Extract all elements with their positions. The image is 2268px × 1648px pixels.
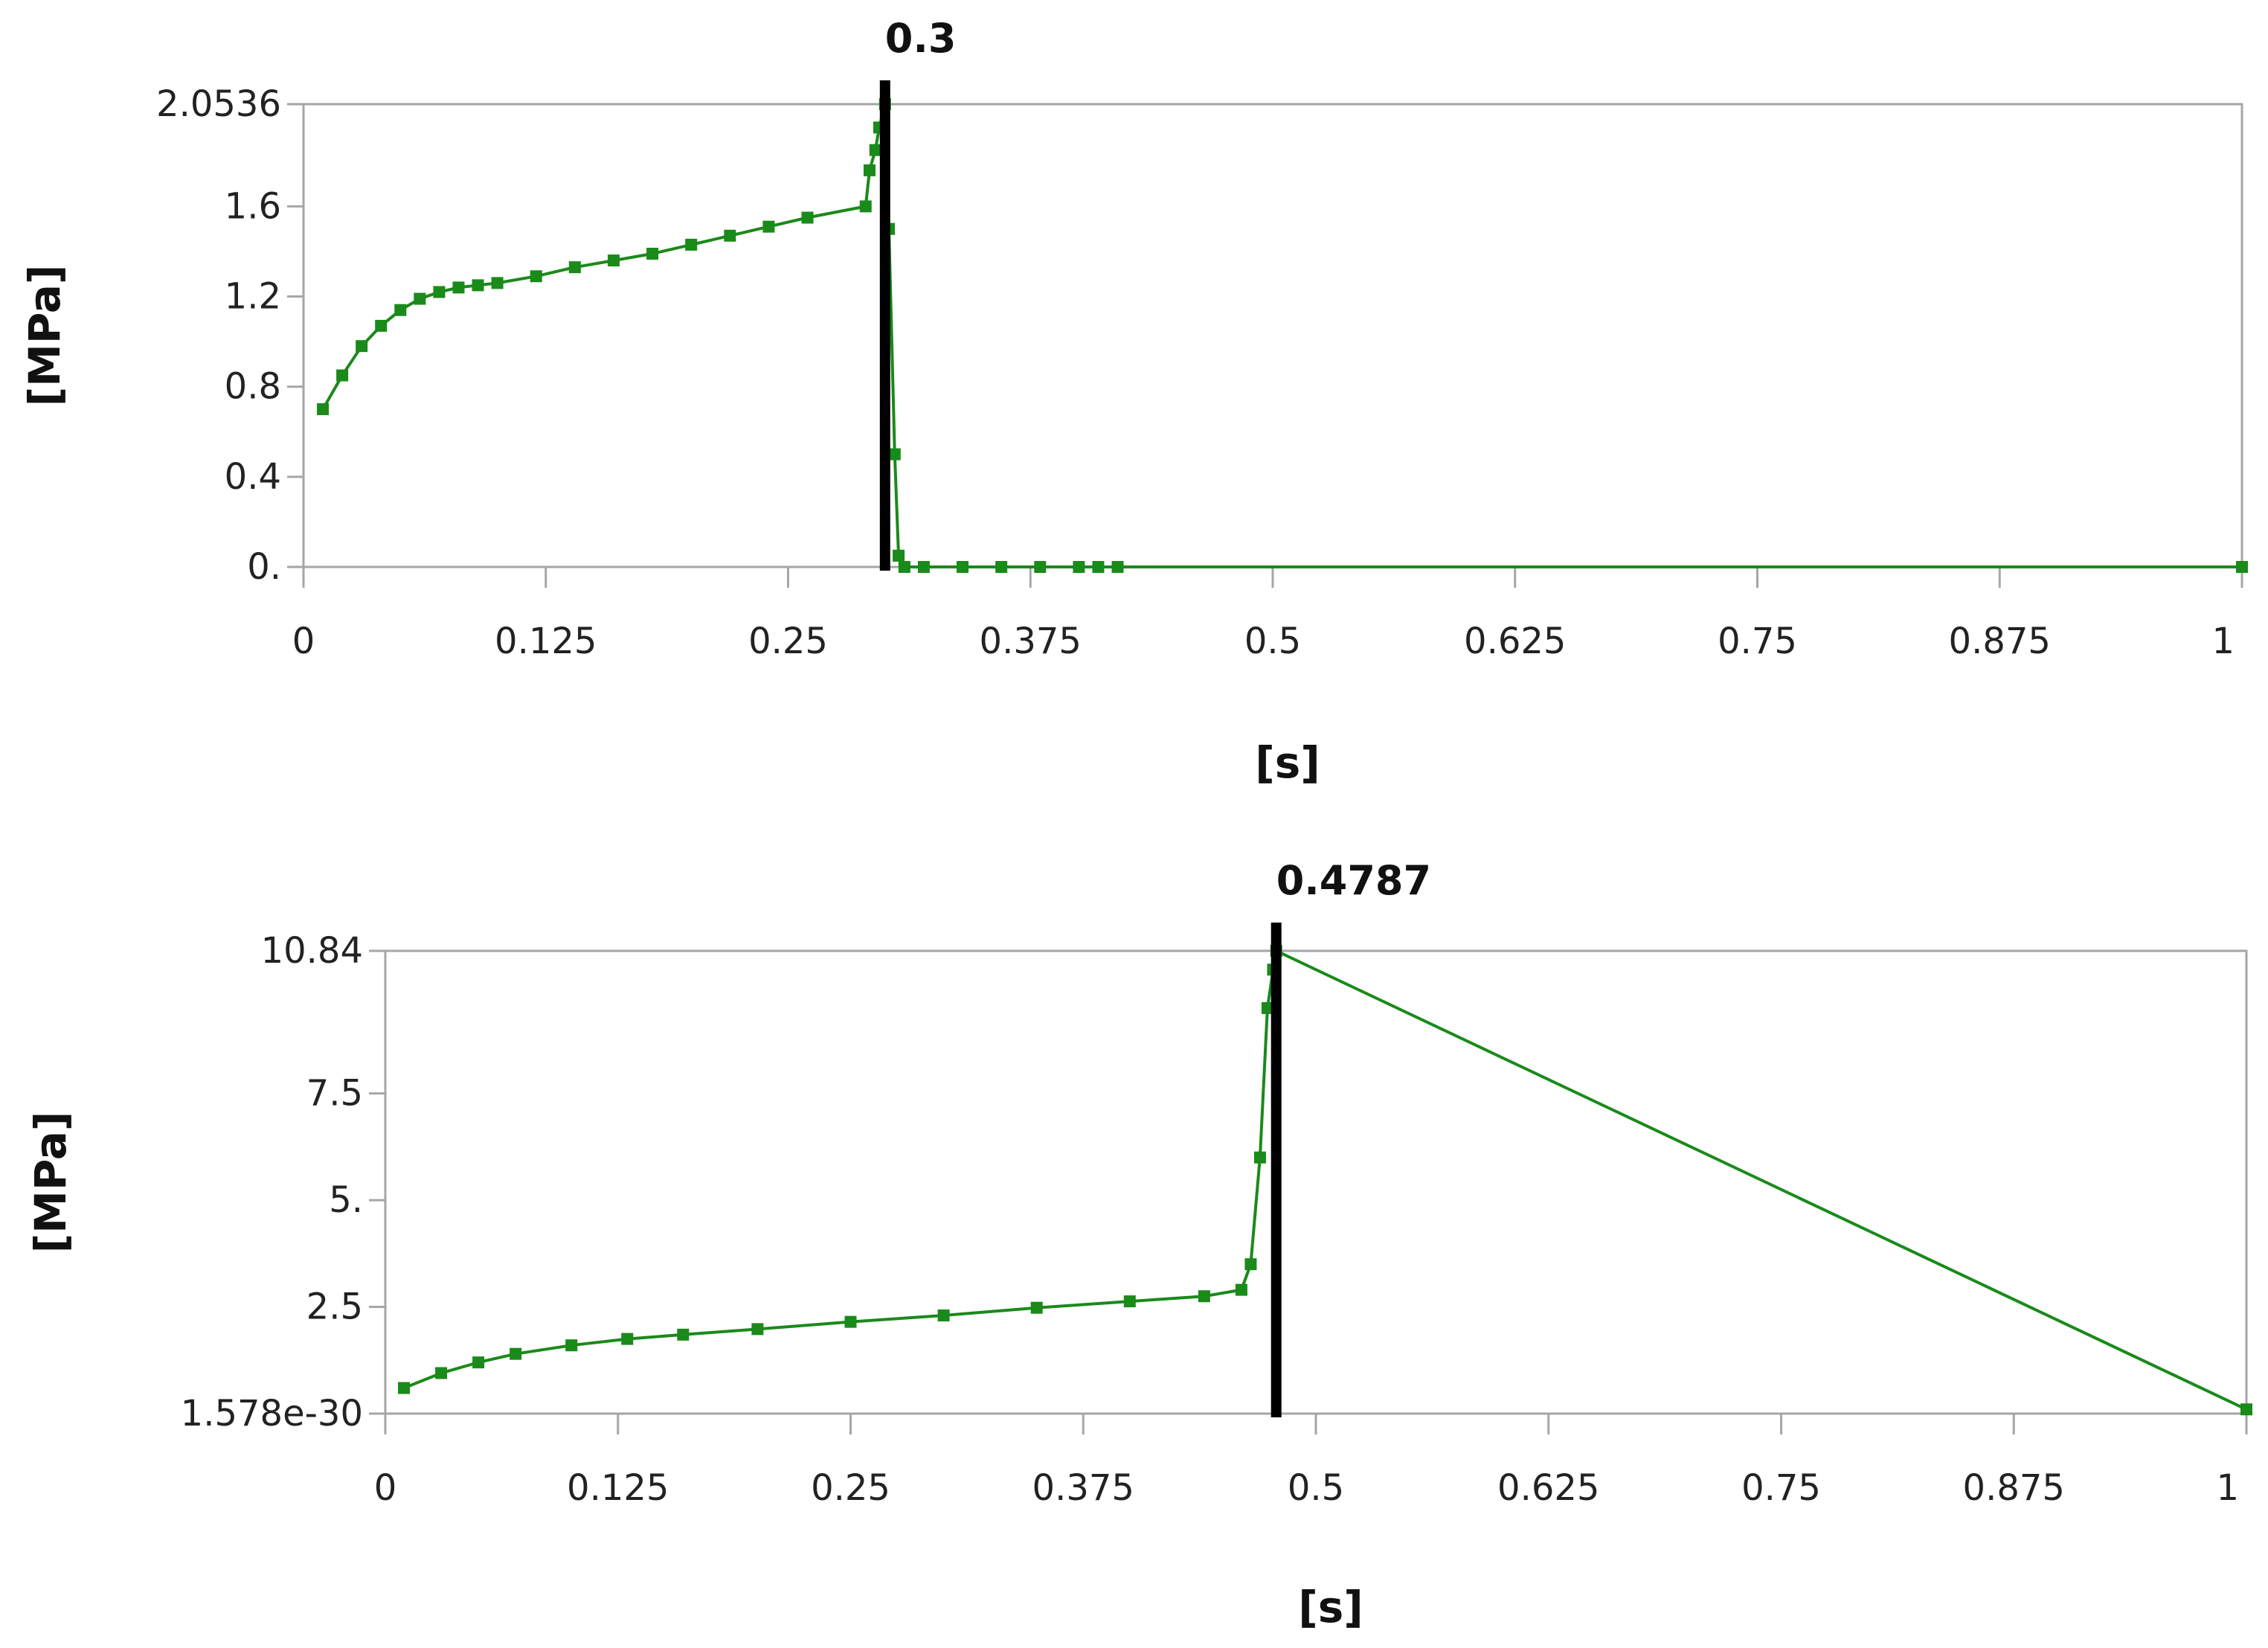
chart-0-data-point [724,229,736,242]
chart-0-data-point [801,211,814,224]
chart-0-data-point [1111,561,1124,573]
chart-0-time-marker-label: 0.3 [885,15,957,62]
chart-bottom: 1.578e-30 2.5 5. 7.5 10.84 0 0.125 0.25 0.375 0.5… [25,857,2252,1632]
chart-1-time-marker-label: 0.4787 [1276,857,1431,904]
chart-1-data-point [751,1323,764,1336]
chart-1-x-tick-label: 0.125 [567,1467,669,1509]
chart-1-x-tick-label: 0.625 [1497,1467,1599,1509]
chart-0-data-point [869,144,881,156]
chart-1-x-tick-label: 0 [374,1467,397,1509]
chart-0-data-point [394,304,407,316]
chart-0-x-tick-label: 0.375 [980,621,1082,662]
chart-1-data-point [1261,1001,1273,1014]
chart-0-data-point [685,238,698,251]
chart-1-x-tick-label: 0.25 [811,1467,890,1509]
chart-1-x-tick-label: 1 [2216,1467,2239,1509]
chart-0-plot-frame [302,103,2243,568]
chart-0-x-tick-label: 0.625 [1464,621,1566,662]
chart-0-y-tick-label: 2.0536 [156,83,281,125]
chart-0-data-point [898,561,910,573]
chart-top: 0. 0.4 0.8 1.2 1.6 2.0536 0 0.125 0.25 0.375 0.5 0.… [19,15,2248,788]
chart-1-data-point [1030,1301,1043,1314]
chart-0-data-point [646,247,659,260]
chart-1-data-point [1198,1290,1210,1303]
chart-1-y-tick-label: 10.84 [261,930,363,972]
chart-0-data-point [957,561,969,573]
chart-0-data-point [1073,561,1085,573]
chart-0-x-tick-label: 0.125 [495,621,597,662]
chart-0-x-tick-label: 0.25 [748,621,828,662]
chart-1-data-point [1123,1295,1136,1308]
chart-1-plot-frame [384,949,2248,1415]
chart-0-data-point [607,254,620,267]
chart-0-data-point [530,270,542,283]
chart-0-data-point [2236,561,2248,573]
chart-1-data-point [2240,1403,2252,1416]
chart-0-data-point [863,164,876,176]
chart-1-data-point [844,1315,857,1328]
chart-0-x-tick-label: 1 [2211,621,2235,662]
chart-0-x-tick-label: 0.875 [1949,621,2051,662]
chart-1-data-point [937,1309,950,1322]
chart-0-data-point [317,403,330,415]
chart-0-x-tick-label: 0.75 [1718,621,1797,662]
chart-1-y-tick-label: 2.5 [306,1286,363,1328]
chart-0-data-point [1092,561,1105,573]
chart-1-data-point [677,1328,690,1341]
chart-1-x-tick-label: 0.5 [1288,1467,1344,1509]
chart-0-x-tick-label: 0 [292,621,315,662]
chart-0-data-point [336,369,349,382]
chart-1-data-point [510,1347,522,1360]
chart-0-data-point [375,319,388,332]
chart-0-data-point [917,561,930,573]
chart-0-x-axis-title: [s] [1255,737,1320,788]
chart-0-y-axis-title: [MPa] [19,265,70,407]
chart-0-y-tick-label: 0. [247,546,281,588]
chart-0-series-line [321,103,2242,568]
chart-0-y-tick-label: 0.4 [225,456,281,498]
chart-0-data-point [356,340,368,353]
chart-1-y-tick-label: 5. [329,1179,363,1221]
chart-0-data-point [1034,561,1047,573]
chart-0-data-point [893,549,905,562]
chart-0-data-point [888,448,901,461]
chart-1-data-point [1253,1151,1266,1164]
chart-0-y-tick-label: 1.6 [225,185,281,227]
chart-1-x-tick-label: 0.875 [1963,1467,2065,1509]
chart-0-data-point [995,561,1008,573]
chart-1-data-point [1235,1283,1247,1296]
chart-1-y-tick-label: 1.578e-30 [181,1393,363,1434]
chart-1-x-axis-title: [s] [1298,1582,1363,1632]
chart-0-data-point [433,286,446,298]
chart-0-y-tick-label: 0.8 [225,366,281,408]
chart-1-x-tick-label: 0.375 [1032,1467,1134,1509]
chart-1-data-point [398,1382,411,1394]
chart-1-x-tick-label: 0.75 [1741,1467,1821,1509]
chart-0-data-point [452,281,465,294]
chart-1-data-point [565,1339,578,1352]
chart-1-data-point [435,1367,448,1379]
chart-1-series-line [403,949,2247,1411]
chart-0-data-point [568,261,581,274]
chart-1-data-point [1244,1258,1257,1271]
chart-1-data-point [621,1333,634,1345]
chart-0-data-point [472,279,484,292]
chart-1-data-point [472,1356,485,1369]
chart-0-data-point [414,292,426,305]
chart-0-data-point [859,200,872,213]
chart-1-y-tick-label: 7.5 [306,1073,363,1115]
chart-0-data-point [491,277,504,289]
chart-1-y-axis-title: [MPa] [25,1112,76,1254]
chart-0-y-tick-label: 1.2 [225,276,281,318]
chart-0-data-point [762,220,775,233]
chart-0-x-tick-label: 0.5 [1244,621,1301,662]
